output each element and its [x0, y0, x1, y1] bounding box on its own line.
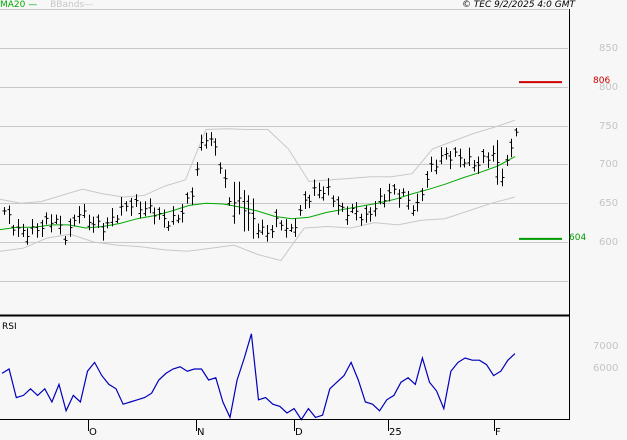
- time-label-25: 25: [389, 427, 402, 438]
- copyright-text: © TEC 9/2/2025 4:0 GMT: [461, 0, 575, 10]
- level-lines: [519, 81, 562, 240]
- chart-frame: [0, 9, 570, 431]
- rsi-tick-7000: 7000: [593, 341, 619, 352]
- support-label: 604: [569, 232, 587, 243]
- price-tick-850: 850: [599, 43, 619, 54]
- legend-bbands: BBands—: [50, 0, 94, 10]
- price-tick-600: 600: [599, 237, 619, 248]
- resistance-label: 806: [593, 76, 611, 87]
- bollinger-bands: [0, 119, 516, 262]
- time-label-O: O: [89, 427, 97, 438]
- legend: MA20 — BBands—: [0, 0, 93, 11]
- rsi-title: RSI: [2, 322, 17, 332]
- legend-ma20: MA20 —: [0, 0, 38, 10]
- price-tick-700: 700: [599, 159, 619, 171]
- price-grid: [0, 9, 568, 282]
- price-tick-800: 800: [599, 81, 619, 93]
- time-label-F: F: [495, 427, 501, 438]
- ma20-line: [0, 156, 516, 231]
- ohlc-bars: [2, 128, 519, 245]
- price-tick-750: 750: [599, 120, 619, 132]
- rsi-tick-6000: 6000: [593, 363, 619, 374]
- rsi-line: [1, 333, 516, 421]
- price-tick-650: 650: [599, 198, 619, 210]
- time-label-D: D: [295, 427, 303, 438]
- time-label-N: N: [197, 427, 205, 438]
